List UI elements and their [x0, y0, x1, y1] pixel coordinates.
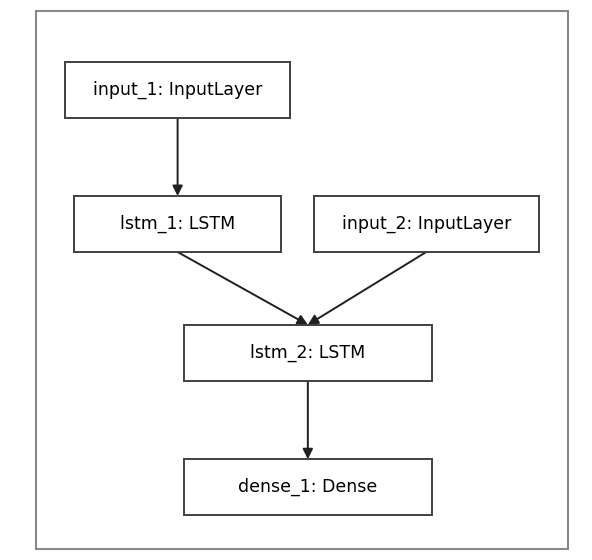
- FancyBboxPatch shape: [184, 325, 432, 381]
- FancyBboxPatch shape: [36, 11, 568, 549]
- Text: dense_1: Dense: dense_1: Dense: [238, 478, 378, 496]
- Text: input_1: InputLayer: input_1: InputLayer: [93, 81, 262, 99]
- Text: lstm_2: LSTM: lstm_2: LSTM: [250, 344, 365, 362]
- FancyBboxPatch shape: [184, 459, 432, 515]
- Text: lstm_1: LSTM: lstm_1: LSTM: [120, 215, 235, 233]
- FancyBboxPatch shape: [314, 196, 539, 252]
- FancyBboxPatch shape: [65, 62, 290, 118]
- FancyBboxPatch shape: [74, 196, 281, 252]
- Text: input_2: InputLayer: input_2: InputLayer: [342, 215, 511, 233]
